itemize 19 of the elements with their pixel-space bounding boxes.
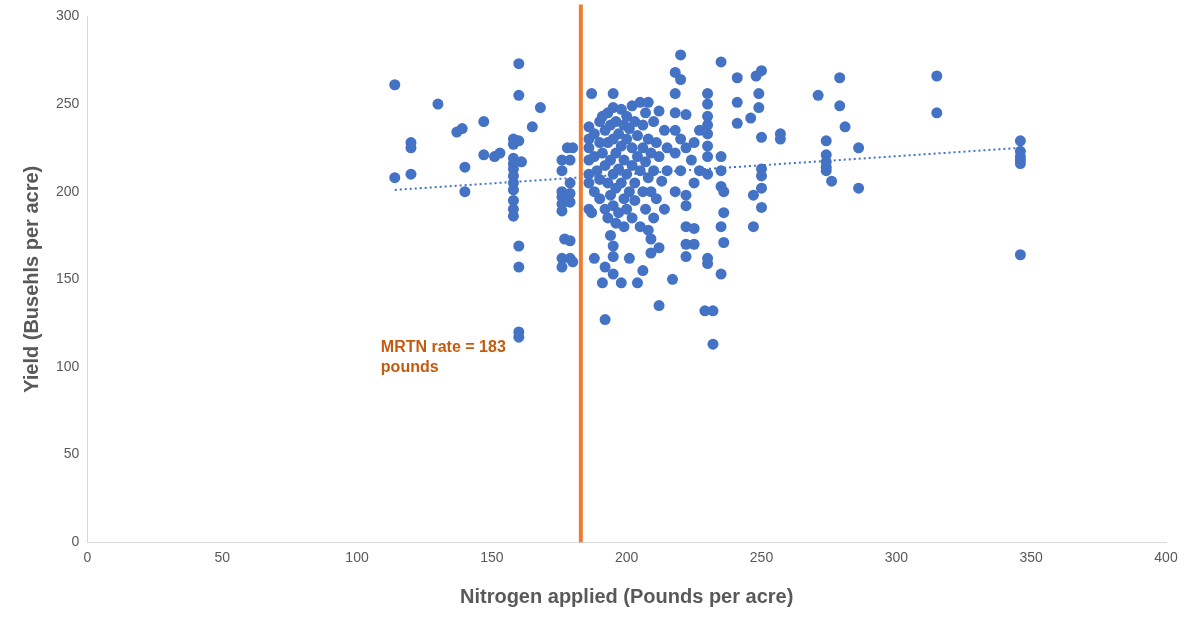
y-axis-title: Yield (Busehls per acre): [19, 165, 42, 393]
x-tick-label: 100: [345, 549, 369, 566]
x-axis-title: Nitrogen applied (Pounds per acre): [459, 584, 794, 607]
ref-line-label: MRTN rate = 183 pounds: [380, 338, 506, 376]
x-tick-label: 0: [83, 549, 92, 566]
x-tick-label: 200: [615, 549, 639, 566]
y-tick-label: 250: [56, 94, 80, 111]
y-tick-label: 0: [71, 533, 80, 550]
x-tick-label: 300: [884, 549, 909, 566]
y-tick-label: 150: [56, 270, 80, 287]
x-tick-label: 350: [1019, 549, 1044, 566]
x-tick-label: 150: [480, 549, 504, 566]
x-tick-label: 250: [749, 549, 774, 566]
y-tick-label: 50: [63, 445, 80, 462]
y-tick-label: 300: [56, 7, 80, 24]
x-tick-label: 400: [1154, 549, 1178, 566]
y-tick-label: 100: [56, 357, 80, 374]
y-tick-label: 200: [56, 182, 80, 199]
x-tick-label: 50: [214, 549, 231, 566]
